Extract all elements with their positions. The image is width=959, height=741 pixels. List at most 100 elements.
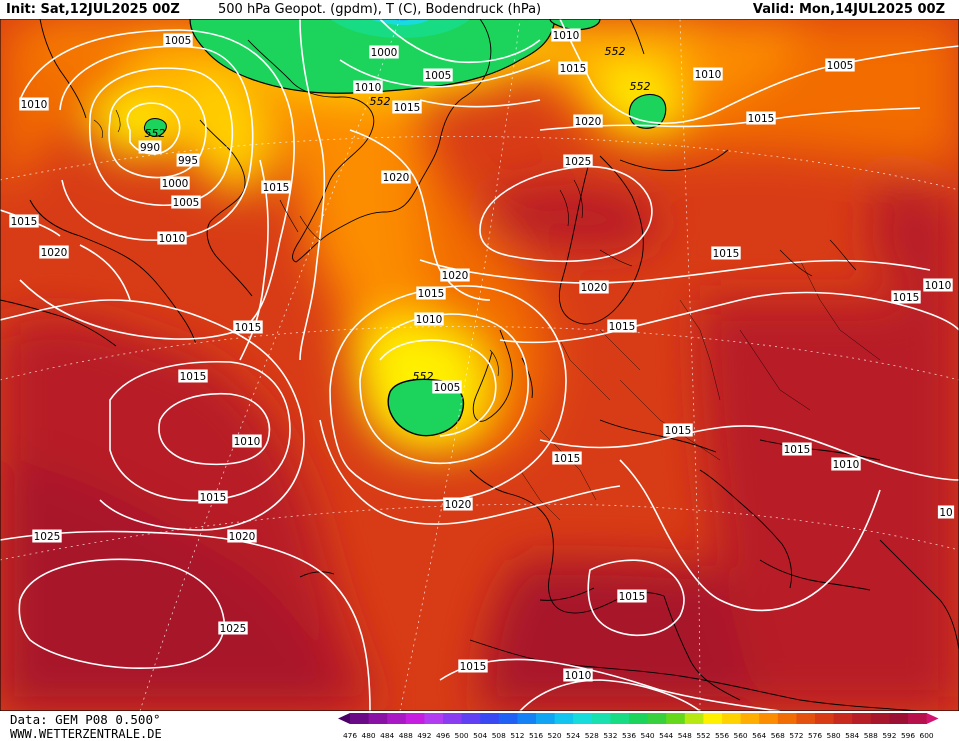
legend-swatch xyxy=(573,713,593,724)
legend-swatch xyxy=(759,713,779,724)
legend-swatch xyxy=(629,713,648,724)
isobar-label-box xyxy=(218,621,248,635)
legend-tick-labels: 476 480 484 488 492 496 500 504 508 512 516 520 524 5… xyxy=(343,731,934,740)
isobar-value: 990 xyxy=(140,142,160,154)
isobar-value: 1015 xyxy=(784,444,811,456)
isobar-label: 1020 xyxy=(573,114,603,128)
isobar-value: 1015 xyxy=(713,248,740,260)
isobar-label-box xyxy=(233,320,263,334)
isobar-value: 1015 xyxy=(619,591,646,603)
isobar-value: 1015 xyxy=(11,216,38,228)
isobar-value: 1010 xyxy=(21,99,48,111)
legend-swatch xyxy=(666,713,686,724)
legend-swatch xyxy=(480,713,500,724)
isobar-label: 1015 xyxy=(552,451,582,465)
legend-tick: 560 xyxy=(734,731,748,740)
isobar-value: 1025 xyxy=(565,156,592,168)
isobar-value: 1005 xyxy=(165,35,192,47)
legend-tick: 584 xyxy=(845,731,859,740)
legend-tick: 516 xyxy=(529,731,543,740)
isobar-label-box xyxy=(711,246,741,260)
legend-tick: 520 xyxy=(548,731,562,740)
legend-swatch xyxy=(461,713,481,724)
legend-swatch xyxy=(684,713,704,724)
isobar-value: 1015 xyxy=(394,102,421,114)
legend-tick: 536 xyxy=(622,731,636,740)
legend-swatch xyxy=(536,713,555,724)
legend-tick: 552 xyxy=(696,731,710,740)
legend-swatch xyxy=(368,713,388,724)
isobar-label-box xyxy=(353,80,383,94)
height-value: 552 xyxy=(605,45,626,58)
legend-tick: 496 xyxy=(436,731,450,740)
isobar-label: 995 xyxy=(176,153,200,167)
isobar-label: 1015 xyxy=(458,659,488,673)
legend-tick: 572 xyxy=(789,731,803,740)
isobar-value: 1010 xyxy=(833,459,860,471)
isobar-label: 1015 xyxy=(178,369,208,383)
isobar-value: 1005 xyxy=(173,197,200,209)
isobar-label-box xyxy=(198,490,228,504)
isobar-label-box xyxy=(176,153,200,167)
isobar-label-box xyxy=(171,195,201,209)
isobar-label-box xyxy=(163,33,193,47)
legend-swatch xyxy=(815,713,834,724)
isobar-value: 1025 xyxy=(34,531,61,543)
height-value: 552 xyxy=(370,95,391,108)
legend-tick: 504 xyxy=(473,731,487,740)
isobar-label-box xyxy=(617,589,647,603)
isobar-label-box xyxy=(9,214,39,228)
height-value: 552 xyxy=(630,80,651,93)
isobar-label: 1025 xyxy=(32,529,62,543)
isobar-label-box xyxy=(831,457,861,471)
data-source: Data: GEM P08 0.500° xyxy=(10,712,161,727)
legend-swatch xyxy=(889,713,909,724)
isobar-value: 1015 xyxy=(893,292,920,304)
isobar-label: 1010 xyxy=(232,434,262,448)
legend-tick: 540 xyxy=(641,731,655,740)
isobar-label: 1015 xyxy=(261,180,291,194)
isobar-value: 1010 xyxy=(355,82,382,94)
isobar-value: 1025 xyxy=(220,623,247,635)
legend-tick: 580 xyxy=(827,731,841,740)
legend-swatch xyxy=(498,713,518,724)
legend-tick: 492 xyxy=(417,731,431,740)
isobar-label: 1010 xyxy=(551,28,581,42)
legend-swatch xyxy=(740,713,760,724)
legend-tick: 532 xyxy=(603,731,617,740)
legend-swatch xyxy=(852,713,872,724)
graticule xyxy=(0,19,959,711)
isobar-label: 1015 xyxy=(233,320,263,334)
weather-map[interactable]: 1005 1010 990 995 1000 1005 1010 1015 1020 1015 10… xyxy=(0,19,959,711)
legend-tick: 500 xyxy=(455,731,469,740)
legend-tick: 564 xyxy=(752,731,766,740)
isobar-label: 1015 xyxy=(558,61,588,75)
isobar-label: 1015 xyxy=(416,286,446,300)
isobar-label: 1015 xyxy=(663,423,693,437)
isobar-value: 1010 xyxy=(234,436,261,448)
height-value: 552 xyxy=(145,127,166,140)
valid-time: Valid: Mon,14JUL2025 00Z xyxy=(752,2,945,17)
isobar-label: 1010 xyxy=(693,67,723,81)
legend-swatch xyxy=(405,713,425,724)
legend-tick: 476 xyxy=(343,731,357,740)
isobar-value: 1010 xyxy=(925,280,952,292)
isobar-value: 1010 xyxy=(416,314,443,326)
isobar-label: 1010 xyxy=(157,231,187,245)
isobar-label-box xyxy=(39,245,69,259)
legend-tick: 480 xyxy=(362,731,376,740)
isobar-label: 1010 xyxy=(563,668,593,682)
isobar-label: 1000 xyxy=(160,176,190,190)
isobar-value: 1015 xyxy=(748,113,775,125)
map-title: 500 hPa Geopot. (gpdm), T (C), Bodendruc… xyxy=(218,2,542,17)
isobar-value: 1005 xyxy=(827,60,854,72)
isobar-label: 1015 xyxy=(607,319,637,333)
isobar-value: 1015 xyxy=(235,322,262,334)
geopotential-height-labels: 552 552 552 552 552 xyxy=(145,45,651,383)
isobar-label-box xyxy=(891,290,921,304)
legend-swatch xyxy=(908,713,927,724)
isobar-label: 1020 xyxy=(227,529,257,543)
legend-swatch xyxy=(517,713,537,724)
isobar-label-box xyxy=(423,68,453,82)
isobar-value: 1020 xyxy=(229,531,256,543)
